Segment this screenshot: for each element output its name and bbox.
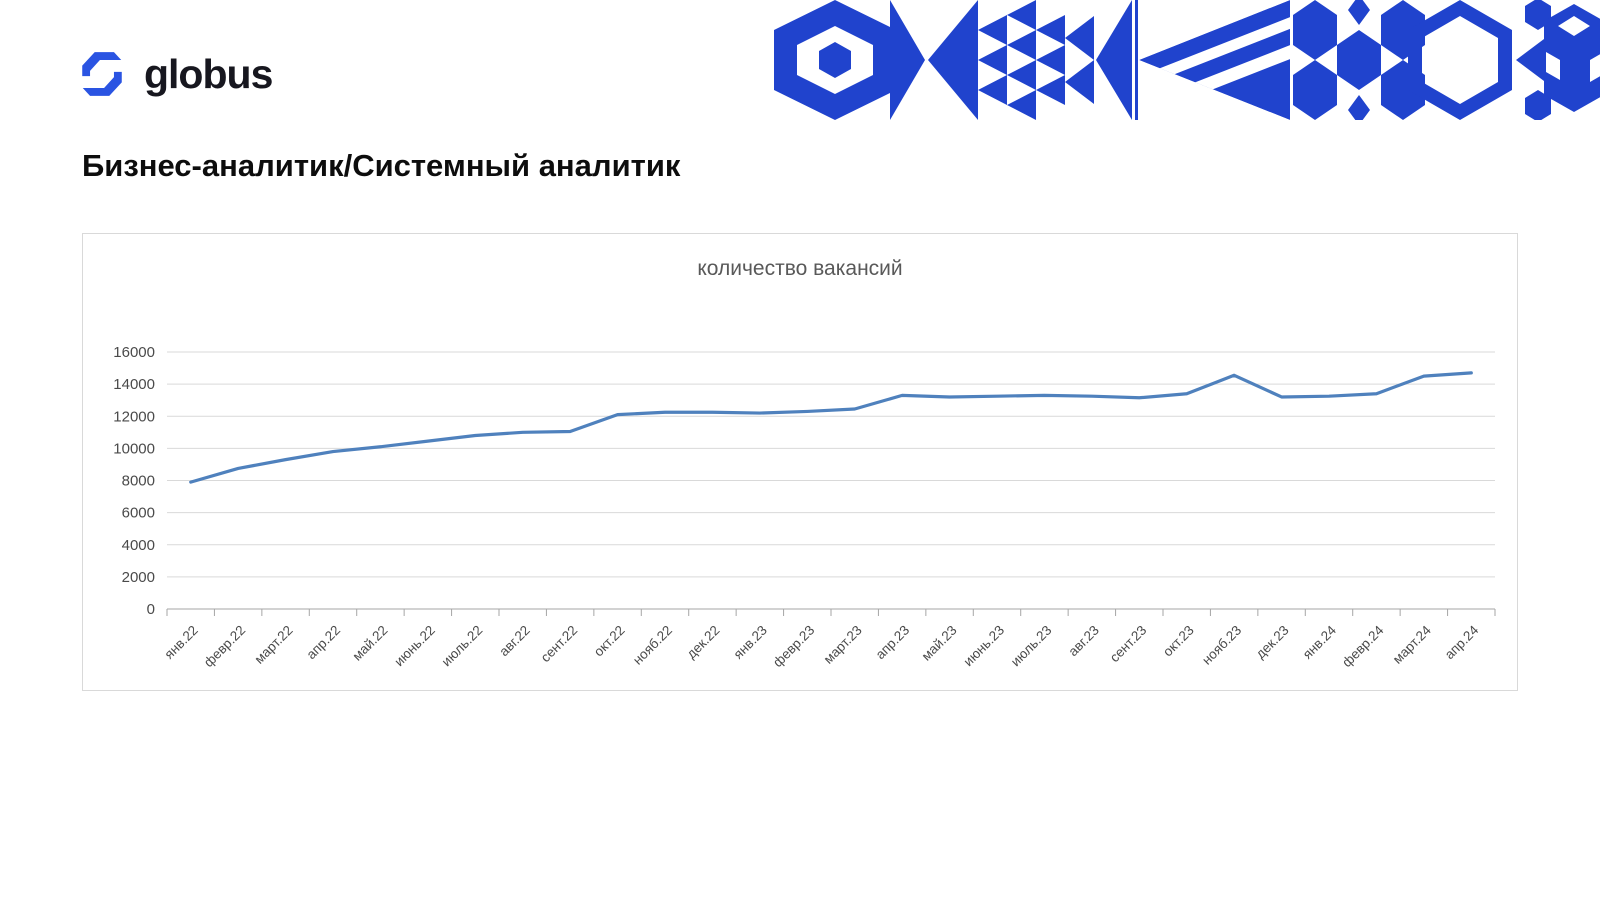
- svg-text:февр.22: февр.22: [201, 623, 248, 670]
- vacancies-chart-card: количество вакансий 0 2000 4000 6000 8000 100…: [82, 233, 1518, 691]
- svg-text:янв.23: янв.23: [731, 623, 770, 662]
- svg-text:нояб.22: нояб.22: [630, 623, 675, 668]
- vacancies-line-chart: 0 2000 4000 6000 8000 10000 12000 14000 16000 янв…: [113, 344, 1496, 670]
- svg-text:май.22: май.22: [349, 623, 390, 664]
- svg-text:0: 0: [147, 601, 155, 618]
- svg-text:4000: 4000: [122, 537, 155, 554]
- svg-text:10000: 10000: [113, 440, 155, 457]
- svg-text:нояб.23: нояб.23: [1199, 623, 1244, 668]
- svg-text:апр.23: апр.23: [873, 623, 913, 663]
- logo-text: globus: [144, 50, 273, 97]
- chart-title: количество вакансий: [697, 257, 903, 280]
- logo: globus: [76, 48, 273, 100]
- svg-text:8000: 8000: [122, 473, 155, 490]
- svg-text:март.22: март.22: [252, 623, 296, 667]
- svg-text:14000: 14000: [113, 376, 155, 393]
- svg-text:окт.23: окт.23: [1160, 623, 1197, 660]
- svg-text:июнь.23: июнь.23: [961, 623, 1008, 670]
- svg-text:6000: 6000: [122, 505, 155, 522]
- svg-text:июль.22: июль.22: [439, 623, 486, 670]
- svg-text:февр.23: февр.23: [770, 623, 817, 670]
- svg-text:дек.22: дек.22: [684, 623, 723, 662]
- svg-text:авг.22: авг.22: [496, 623, 533, 660]
- svg-text:июнь.22: июнь.22: [391, 623, 438, 670]
- svg-text:дек.23: дек.23: [1253, 623, 1292, 662]
- svg-text:июль.23: июль.23: [1008, 623, 1055, 670]
- svg-text:янв.22: янв.22: [161, 623, 200, 662]
- svg-text:апр.22: апр.22: [303, 623, 343, 663]
- svg-text:сент.22: сент.22: [538, 623, 581, 666]
- svg-text:12000: 12000: [113, 408, 155, 425]
- svg-text:март.23: март.23: [821, 623, 865, 667]
- svg-text:май.23: май.23: [919, 623, 960, 664]
- page-title: Бизнес-аналитик/Системный аналитик: [82, 148, 681, 183]
- svg-text:окт.22: окт.22: [591, 623, 628, 660]
- svg-text:2000: 2000: [122, 569, 155, 586]
- svg-text:февр.24: февр.24: [1339, 622, 1387, 670]
- svg-text:авг.23: авг.23: [1065, 623, 1102, 660]
- svg-text:янв.24: янв.24: [1300, 622, 1340, 662]
- decorative-pattern: [774, 0, 1600, 120]
- svg-text:апр.24: апр.24: [1442, 622, 1482, 662]
- svg-text:сент.23: сент.23: [1107, 623, 1150, 666]
- svg-text:16000: 16000: [113, 344, 155, 361]
- globus-logo-icon: [82, 52, 122, 96]
- svg-text:март.24: март.24: [1390, 622, 1435, 667]
